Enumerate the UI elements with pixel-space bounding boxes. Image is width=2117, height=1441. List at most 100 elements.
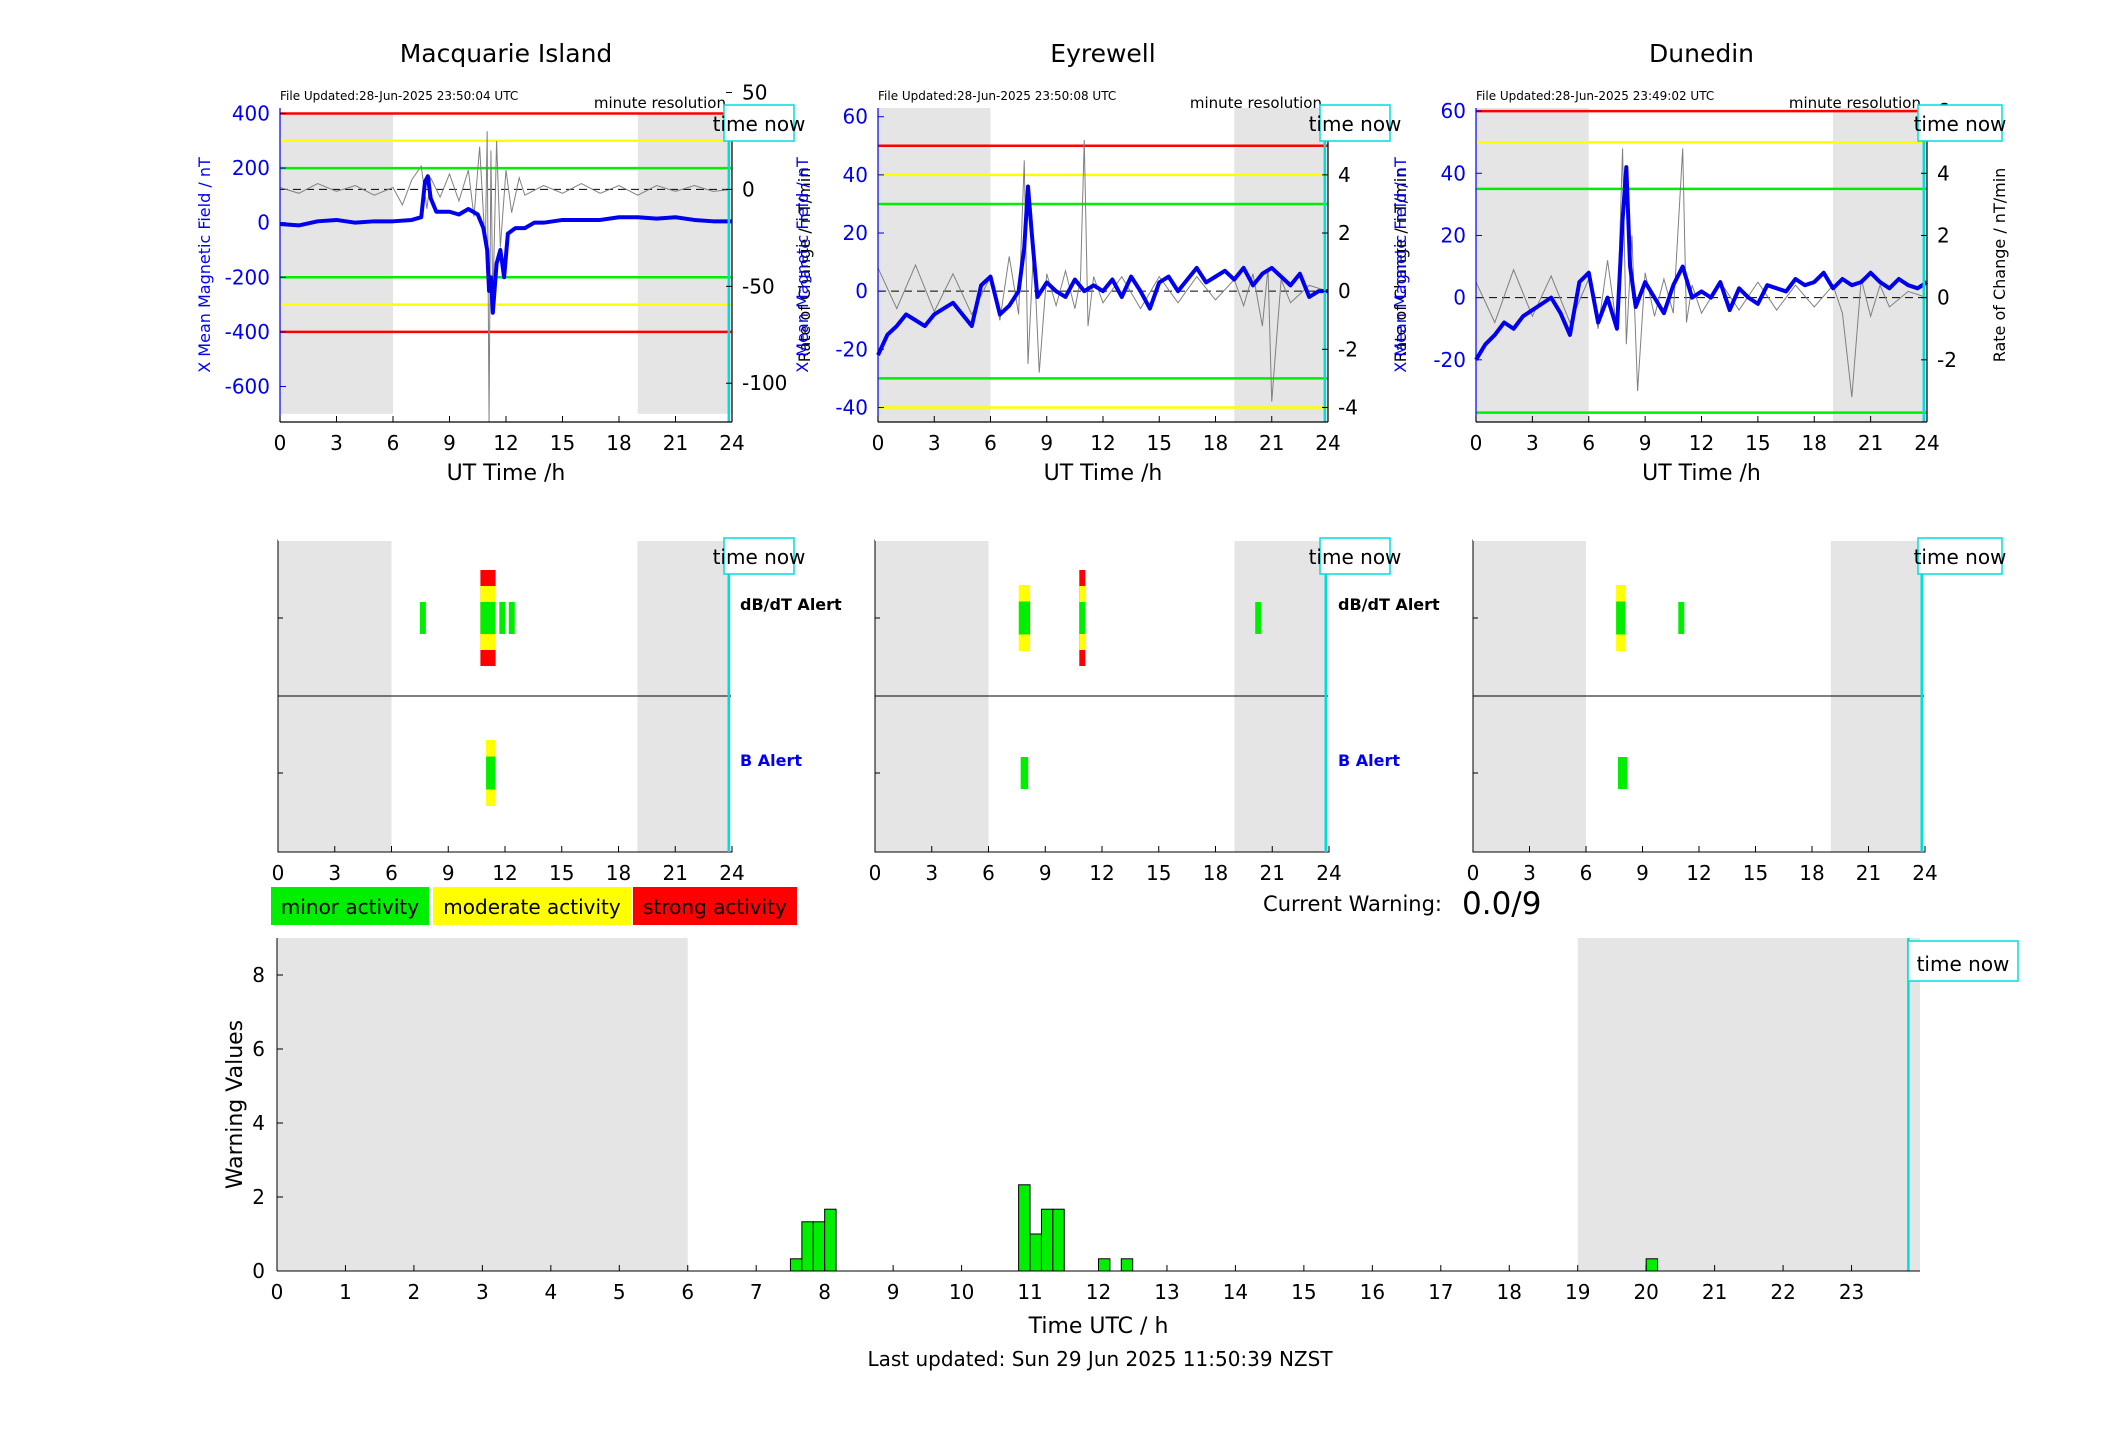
mean-field-trace [876,184,1328,356]
x-tick-label: 9 [443,431,456,455]
x-axis-label: UT Time /h [1642,461,1761,486]
x-axis-label: UT Time /h [447,461,566,486]
y-tick-label: 200 [232,156,270,180]
x-tick-label: 8 [818,1280,831,1304]
y2-tick-label: -2 [1338,337,1358,361]
x-tick-label: 17 [1428,1280,1453,1304]
x-tick-label: 15 [1743,861,1768,885]
x-tick-label: 12 [493,431,518,455]
legend-label-minor: minor activity [281,895,419,919]
warning-bar [1645,1258,1659,1272]
alert-panel-2: 0 3 6 9 12 15 18 21 24 [1467,539,1938,885]
legend-swatch-moderate [431,885,633,927]
x-tick-label: 3 [1523,861,1536,885]
x-tick-label: 6 [982,861,995,885]
y-tick-label: 60 [843,105,868,129]
x-tick-label: 11 [1017,1280,1042,1304]
time-now-label: time now [1914,112,2007,136]
warning-bar [824,1208,837,1272]
x-tick-label: 15 [1745,431,1770,455]
time-now-box [1319,537,1391,575]
x-tick-label: 12 [1090,431,1115,455]
y-axis-label: X Mean Magnetic Field / nT [195,157,214,373]
y-tick-label: -600 [225,375,270,399]
time-now-label: time now [713,545,806,569]
x-tick-label: 3 [328,861,341,885]
x-tick-label: 7 [750,1280,763,1304]
y2-tick-label: -50 [742,274,775,298]
alert-bar-minor [499,602,506,634]
y-axis-label: X Mean Magnetic Field / nT [793,157,812,373]
x-tick-label: 9 [887,1280,900,1304]
x-tick-label: 22 [1770,1280,1795,1304]
legend-swatch-strong [631,885,799,927]
time-now-box [1319,104,1391,142]
x-tick-label: 24 [1316,861,1341,885]
resolution-text: minute resolution [594,94,726,112]
y-tick-label: 0 [855,279,868,303]
x-tick-label: 0 [869,861,882,885]
x-tick-label: 1 [339,1280,352,1304]
x-tick-label: 16 [1360,1280,1385,1304]
time-now-box [1907,940,2019,982]
warning-bar [789,1258,803,1272]
y2-tick-label: 2 [1338,221,1351,245]
x-tick-label: 21 [1259,431,1284,455]
night-band [277,938,688,1271]
x-tick-label: 2 [408,1280,421,1304]
x-tick-label: 21 [1702,1280,1727,1304]
y2-tick-label: 4 [1338,163,1351,187]
x-tick-label: 15 [549,861,574,885]
alert-bar-minor [1079,602,1086,634]
x-tick-label: 9 [1639,431,1652,455]
x-tick-label: 10 [949,1280,974,1304]
y-tick-label: 0 [1453,286,1466,310]
alert-panel-0: 0 3 6 9 12 15 18 21 24 dB/dT Alert B Alert [272,539,842,885]
warning-bar [1052,1208,1065,1272]
resolution-text: minute resolution [1789,94,1921,112]
warning-bar [1029,1233,1042,1272]
x-tick-label: 6 [1582,431,1595,455]
y-tick-label: 40 [1441,161,1466,185]
y2-tick-label: 50 [742,80,767,104]
alert-bar-minor [419,602,426,634]
y2-axis-label: Rate of Change / nT/min [1391,168,1410,363]
night-band [1476,108,1589,422]
y-axis-label: X Mean Magnetic Field / nT [1391,157,1410,373]
warning-bar [1018,1184,1031,1272]
x-tick-label: 18 [1799,861,1824,885]
y2-tick-label: -4 [1338,395,1358,419]
x-tick-label: 24 [1912,861,1937,885]
warning-bar [1040,1208,1054,1272]
y-tick-label: 60 [1441,99,1466,123]
dbdt-alert-label: dB/dT Alert [1338,595,1440,614]
alert-bar-minor [1018,601,1031,635]
night-band [1577,938,1920,1271]
legend-label-strong: strong activity [643,895,787,919]
y2-tick-label: -100 [742,371,787,395]
x-tick-label: 9 [1636,861,1649,885]
time-now-label: time now [1914,545,2007,569]
alert-bar-minor [1616,601,1626,635]
x-tick-label: 12 [1089,861,1114,885]
y-tick-label: 6 [252,1037,265,1061]
y-tick-label: -400 [225,320,270,344]
x-tick-label: 0 [271,1280,284,1304]
b-alert-label: B Alert [740,751,802,770]
x-tick-label: 12 [1686,861,1711,885]
x-tick-label: 12 [1086,1280,1111,1304]
x-tick-label: 4 [544,1280,557,1304]
x-tick-label: 18 [606,431,631,455]
legend-swatch-minor [269,885,431,927]
time-now-box [1917,104,2003,142]
x-tick-label: 0 [1470,431,1483,455]
y-tick-label: 400 [232,101,270,125]
x-tick-label: 9 [1039,861,1052,885]
x-tick-label: 6 [1580,861,1593,885]
current-warning-value: 0.0/9 [1462,886,1541,922]
x-tick-label: 24 [1914,431,1939,455]
x-tick-label: 15 [1146,861,1171,885]
